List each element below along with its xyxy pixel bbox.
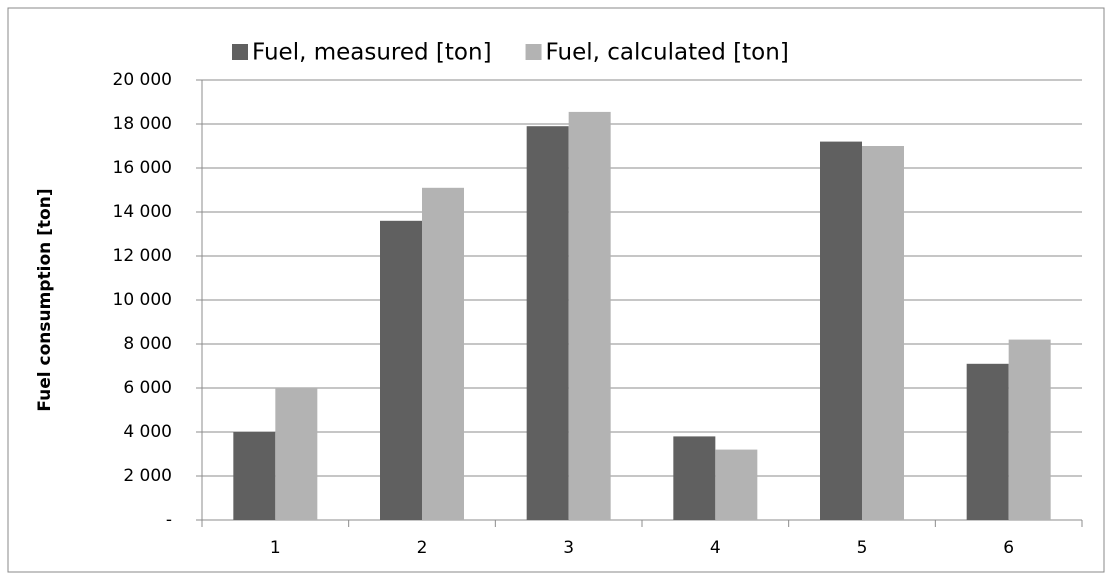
bar: [568, 111, 611, 521]
y-tick-label: -: [166, 510, 172, 530]
x-tick-label: 6: [1003, 538, 1014, 558]
x-tick-label: 5: [857, 538, 868, 558]
y-tick-label: 10 000: [113, 290, 172, 310]
x-tick-label: 1: [270, 538, 281, 558]
bar: [715, 449, 758, 520]
bar: [380, 220, 422, 521]
y-axis-label: Fuel consumption [ton]: [35, 188, 55, 411]
bar: [233, 432, 276, 520]
legend-label: Fuel, calculated [ton]: [546, 40, 789, 66]
bar: [673, 436, 716, 520]
bar: [526, 126, 569, 520]
y-tick-label: 6 000: [123, 378, 172, 398]
y-tick-label: 4 000: [123, 422, 172, 442]
x-tick-label: 4: [710, 538, 721, 558]
legend-swatch: [525, 44, 542, 60]
legend-swatch: [232, 44, 248, 60]
bar: [862, 146, 904, 520]
bar: [422, 187, 464, 521]
y-tick-label: 12 000: [113, 246, 172, 266]
y-tick-label: 14 000: [113, 202, 172, 222]
y-tick-label: 2 000: [123, 466, 172, 486]
y-tick-label: 20 000: [113, 70, 172, 90]
x-tick-label: 3: [563, 538, 574, 558]
legend-label: Fuel, measured [ton]: [252, 40, 492, 66]
x-tick-label: 2: [417, 538, 428, 558]
bar: [275, 388, 318, 520]
bar: [820, 141, 862, 520]
y-tick-label: 8 000: [123, 334, 172, 354]
bar: [1008, 339, 1051, 520]
bar: [966, 363, 1009, 520]
y-tick-label: 16 000: [113, 158, 172, 178]
y-tick-label: 18 000: [113, 114, 172, 134]
